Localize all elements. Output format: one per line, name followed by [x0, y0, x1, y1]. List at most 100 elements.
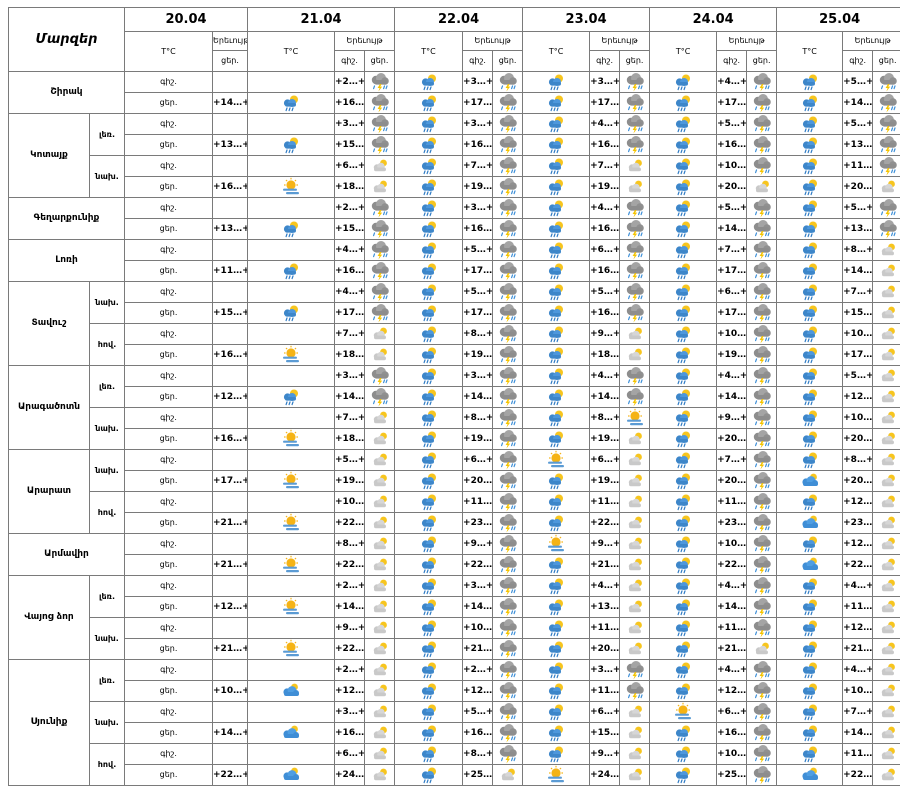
subregion-name: նախ. — [90, 282, 125, 324]
temperature-value: +11…+16 — [843, 744, 873, 765]
sun-cloud-rain-icon — [777, 261, 842, 281]
sun-haze-icon — [248, 597, 334, 617]
weather-icon-cell — [747, 765, 777, 786]
weather-icon-cell — [395, 597, 463, 618]
temperature-value: +17…+20 — [590, 93, 620, 114]
sun-haze-icon — [248, 471, 334, 491]
cloud-sun-icon — [365, 618, 394, 638]
weather-icon-cell — [395, 702, 463, 723]
table-row: ցեր.+14…+18+16…+20+16…+21+15…+20+16…+21+… — [9, 723, 900, 744]
table-row: ցեր.+16…+20+18…+22+19…+23+19…+22+20…+23+… — [9, 429, 900, 450]
cloud-lightning-rain-icon — [620, 261, 649, 281]
weather-icon-cell — [395, 345, 463, 366]
weather-icon-cell — [395, 198, 463, 219]
sun-cloud-rain-icon — [523, 324, 589, 344]
cloud-lightning-rain-icon — [493, 408, 522, 428]
weather-icon-cell — [523, 744, 590, 765]
sun-cloud-rain-icon — [777, 597, 842, 617]
weather-icon-cell — [777, 135, 843, 156]
temperature-value: +4…+6 — [590, 576, 620, 597]
sun-cloud-rain-icon — [523, 114, 589, 134]
table-row: Տավուշնախ.գիշ.+4…+8+5…+9+5…+9+6…+10+7…+1… — [9, 282, 900, 303]
sun-cloud-rain-icon — [523, 702, 589, 722]
cloud-lightning-rain-icon — [747, 471, 776, 491]
date-header: 22.04 — [395, 8, 523, 32]
weather-icon-cell — [873, 639, 900, 660]
sun-cloud-rain-icon — [248, 261, 334, 281]
weather-icon-cell — [650, 639, 717, 660]
cloud-sun-icon — [873, 177, 900, 197]
sun-cloud-rain-icon — [650, 114, 716, 134]
sun-cloud-rain-icon — [650, 723, 716, 743]
temperature-value: +15…+18 — [843, 303, 873, 324]
cloud-lightning-rain-icon — [747, 555, 776, 575]
weather-icon-cell — [747, 282, 777, 303]
weather-icon-cell — [873, 366, 900, 387]
temp-header: T°C — [650, 32, 717, 72]
weather-icon-cell — [620, 219, 650, 240]
weather-icon-cell — [248, 366, 335, 387]
weather-icon-cell — [493, 93, 523, 114]
table-row: ցեր.+16…+19+18…+21+19…+22+18…+22+19…+22+… — [9, 345, 900, 366]
cloud-lightning-rain-icon — [493, 576, 522, 596]
temperature-value: +5…+9 — [843, 114, 873, 135]
temperature-value: +11…+13 — [843, 156, 873, 177]
weather-icon-cell — [620, 639, 650, 660]
temperature-value: +5…+8 — [843, 366, 873, 387]
temperature-value: +5…+9 — [335, 450, 365, 471]
temperature-value: +16…+20 — [335, 261, 365, 282]
weather-icon-cell — [365, 93, 395, 114]
sun-cloud-rain-icon — [523, 93, 589, 113]
weather-icon-cell — [523, 681, 590, 702]
weather-icon-cell — [248, 135, 335, 156]
cloud-lightning-rain-icon — [747, 156, 776, 176]
cloud-lightning-rain-icon — [747, 345, 776, 365]
temperature-value: +16…+19 — [213, 345, 248, 366]
weather-icon-cell — [248, 72, 335, 93]
weather-icon-cell — [395, 177, 463, 198]
sun-cloud-rain-icon — [395, 240, 462, 260]
sun-cloud-rain-icon — [650, 639, 716, 659]
sun-cloud-rain-icon — [650, 198, 716, 218]
weather-icon-cell — [395, 471, 463, 492]
temperature-value: +14…+17 — [590, 387, 620, 408]
weather-icon-cell — [620, 135, 650, 156]
weather-icon-cell — [395, 282, 463, 303]
weather-icon-cell — [365, 303, 395, 324]
weather-icon-cell — [620, 93, 650, 114]
weather-icon-cell — [620, 114, 650, 135]
sun-cloud-rain-icon — [650, 660, 716, 680]
weather-icon-cell — [620, 723, 650, 744]
cloud-lightning-rain-icon — [493, 450, 522, 470]
weather-icon-cell — [493, 72, 523, 93]
temperature-value: +3…+7 — [463, 72, 493, 93]
weather-icon-cell — [493, 177, 523, 198]
temperature-value: +7…+10 — [335, 408, 365, 429]
weather-icon-cell — [777, 177, 843, 198]
weather-icon-cell — [523, 219, 590, 240]
temperature-value: +21…+24 — [590, 555, 620, 576]
cloud-sun-icon — [873, 639, 900, 659]
cloud-sun-icon — [620, 513, 649, 533]
cloud-sun-icon — [873, 660, 900, 680]
temperature-value: +24…+27 — [335, 765, 365, 786]
weather-icon-cell — [395, 765, 463, 786]
region-name: Լոռի — [9, 240, 125, 282]
weather-icon-cell — [620, 765, 650, 786]
temperature-value: +6…+10 — [335, 744, 365, 765]
weather-icon-cell — [365, 72, 395, 93]
sun-cloud-rain-icon — [248, 135, 334, 155]
temperature-value — [213, 156, 248, 177]
temperature-value: +6…+9 — [335, 156, 365, 177]
temperature-value: +15…+20 — [590, 723, 620, 744]
temperature-value: +22…+25 — [463, 555, 493, 576]
weather-icon-cell — [873, 660, 900, 681]
weather-icon-cell — [365, 429, 395, 450]
temperature-value: +19…+22 — [590, 429, 620, 450]
table-row: ցեր.+13…+17+15…+19+16…+19+16…+19+14…+17+… — [9, 219, 900, 240]
weather-icon-cell — [493, 429, 523, 450]
weather-icon-cell — [365, 744, 395, 765]
cloud-lightning-rain-icon — [747, 744, 776, 764]
time-of-day: գիշ. — [125, 114, 213, 135]
